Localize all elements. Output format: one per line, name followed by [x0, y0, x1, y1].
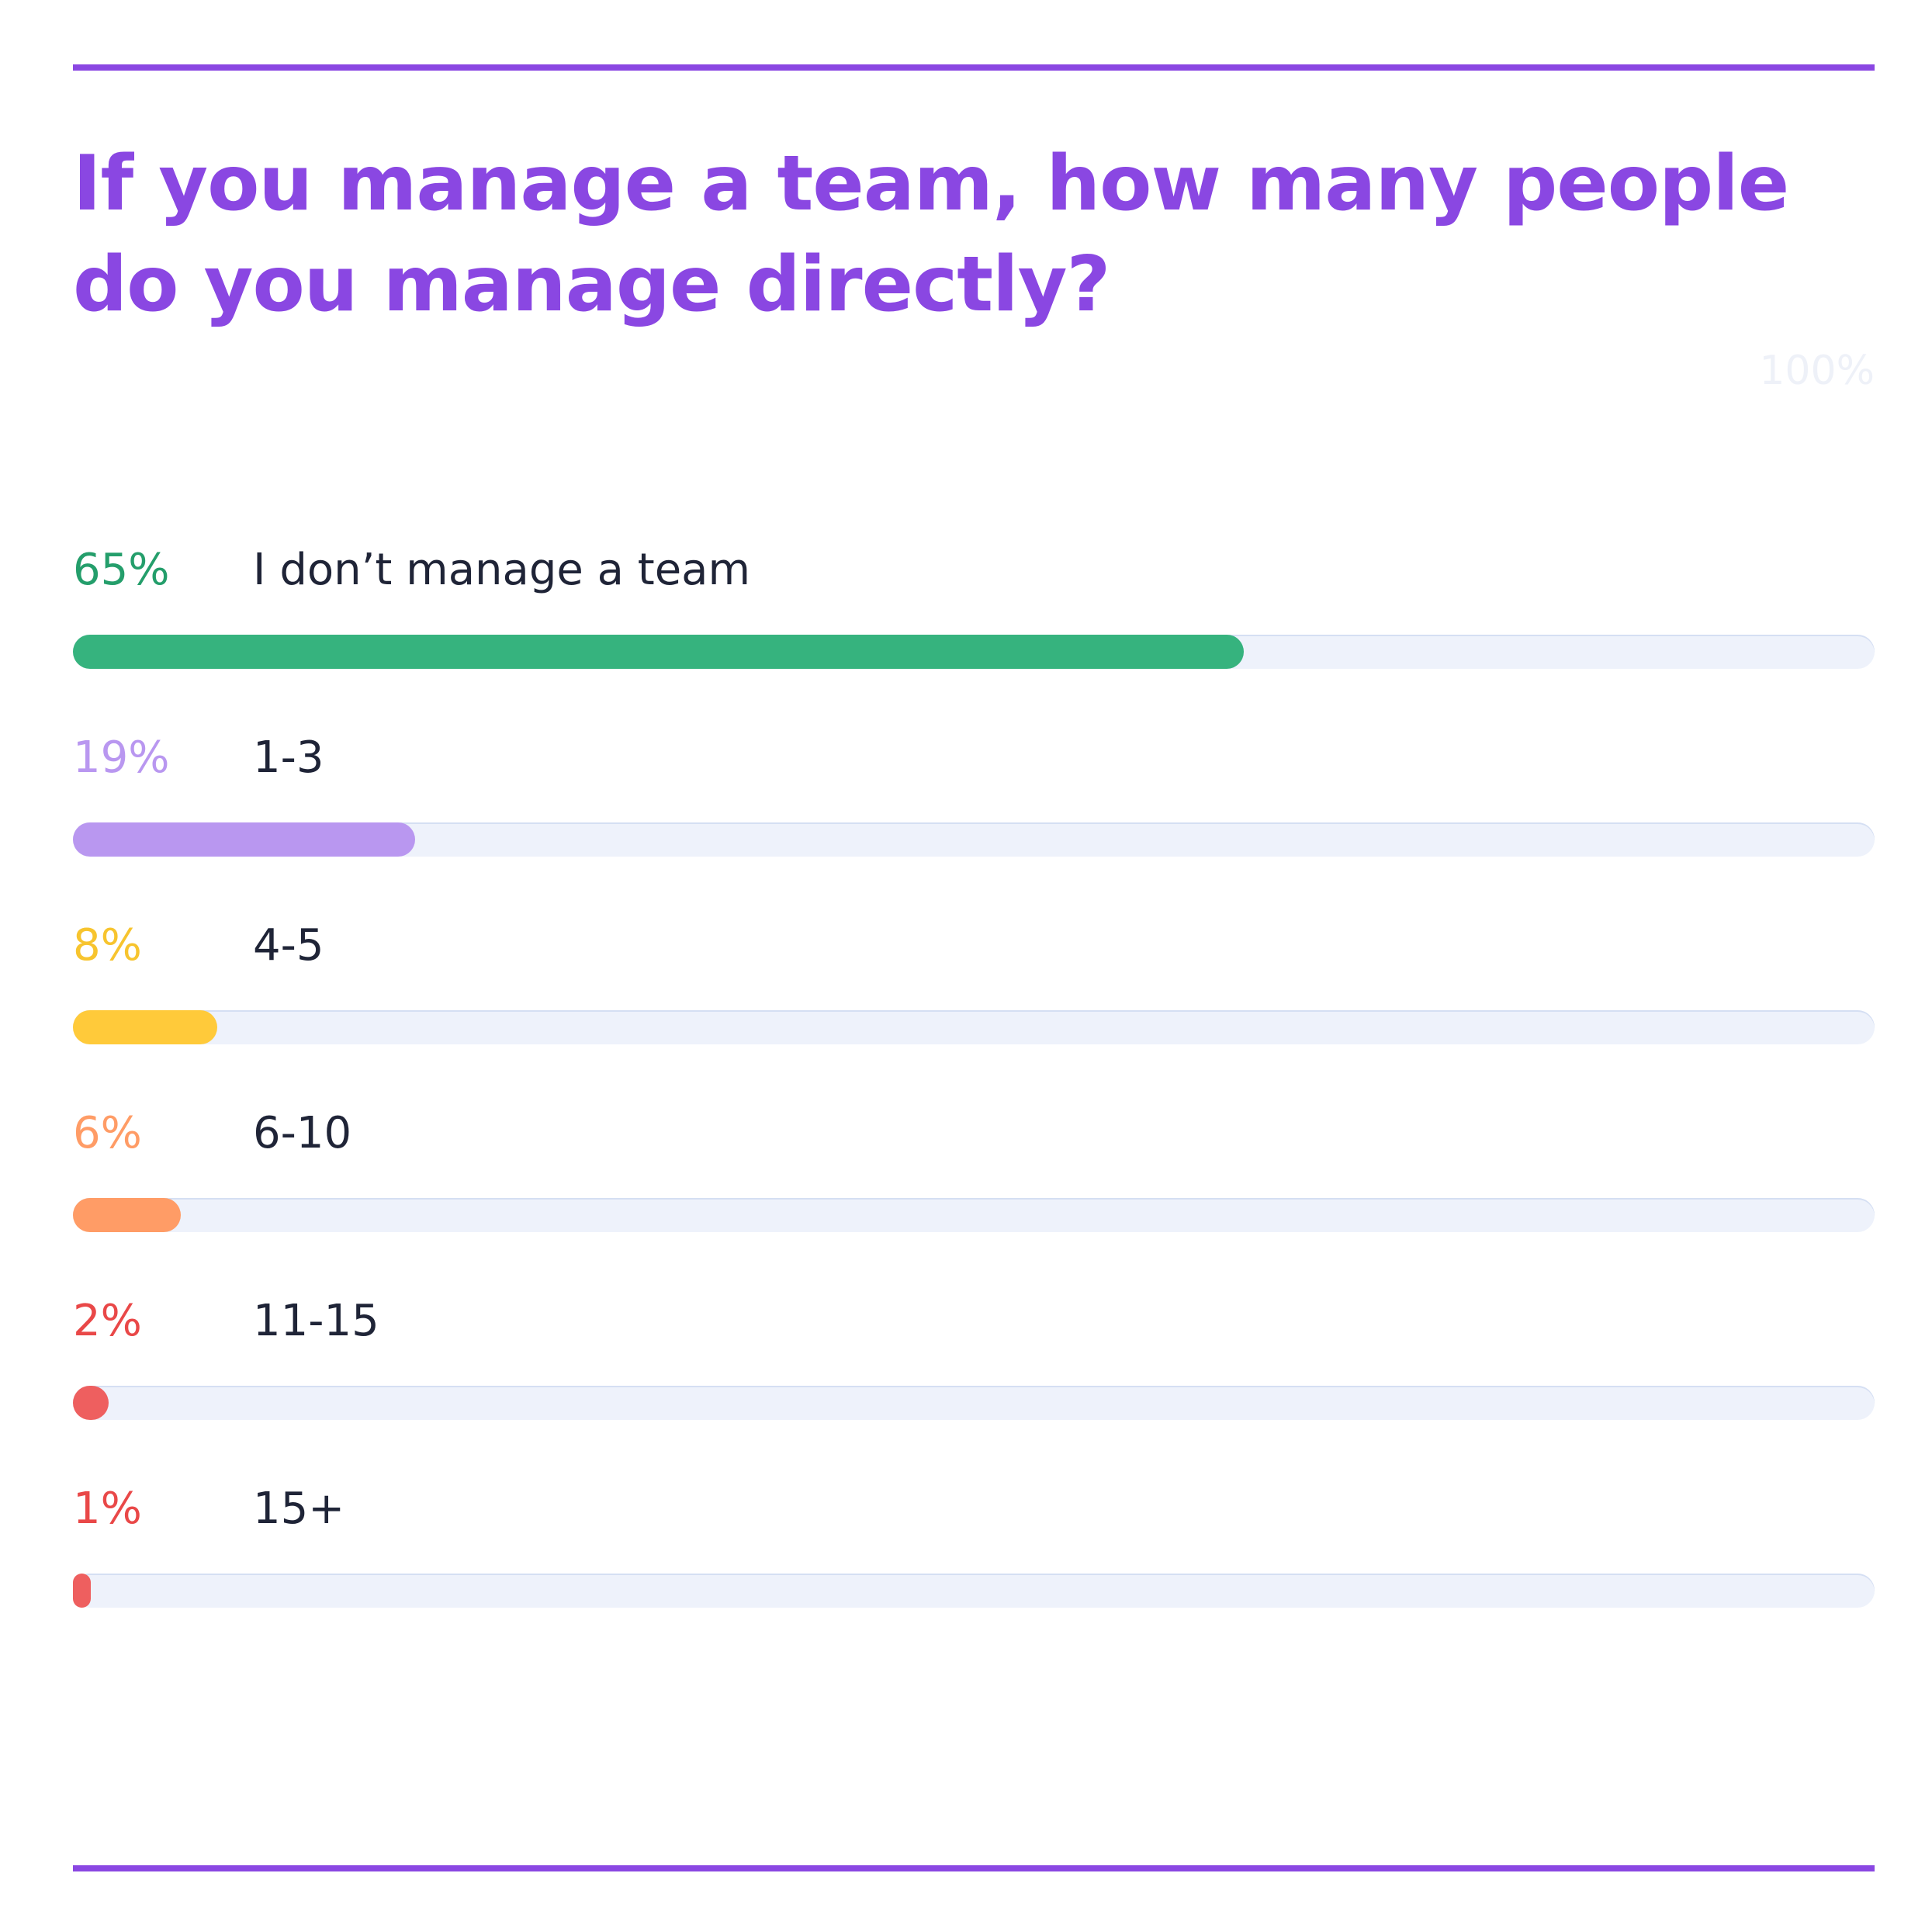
- bar-row: 8% 4-5: [73, 919, 1875, 1106]
- bottom-rule: [73, 1865, 1875, 1871]
- bar-track: [73, 822, 1875, 857]
- bar: [73, 1574, 92, 1608]
- bar-row: 19% 1-3: [73, 731, 1875, 919]
- bar-value-label: 6%: [73, 1108, 142, 1158]
- bar-category-label: 4-5: [253, 920, 324, 971]
- top-rule: [73, 64, 1875, 71]
- bar-value-label: 65%: [73, 545, 170, 595]
- bar-category-label: I don’t manage a team: [253, 545, 751, 595]
- bar-row: 1% 15+: [73, 1482, 1875, 1670]
- bar: [73, 635, 1245, 669]
- bar: [73, 1010, 217, 1044]
- scale-max-label: 100%: [1759, 348, 1875, 394]
- bar-track: [73, 635, 1875, 669]
- bar-track: [73, 1010, 1875, 1044]
- bar-row: 6% 6-10: [73, 1106, 1875, 1294]
- bar-track: [73, 1198, 1875, 1232]
- bar-track: [73, 1574, 1875, 1608]
- bar-category-label: 11-15: [253, 1296, 379, 1346]
- bar-row: 2% 11-15: [73, 1294, 1875, 1482]
- bar-row: 65% I don’t manage a team: [73, 543, 1875, 731]
- bar-value-label: 19%: [73, 732, 170, 783]
- bar-category-label: 1-3: [253, 732, 324, 783]
- bar: [73, 1386, 109, 1420]
- bar-category-label: 6-10: [253, 1108, 352, 1158]
- bar: [73, 1198, 182, 1232]
- bar-value-label: 1%: [73, 1484, 142, 1534]
- chart-title: If you manage a team, how many people do…: [73, 140, 1789, 329]
- bar-category-label: 15+: [253, 1484, 345, 1534]
- bar-value-label: 2%: [73, 1296, 142, 1346]
- bar-track: [73, 1386, 1875, 1420]
- bar-list: 65% I don’t manage a team 19% 1-3 8% 4-5 6% 6-1…: [73, 543, 1875, 1670]
- bar-value-label: 8%: [73, 920, 142, 971]
- bar: [73, 822, 416, 857]
